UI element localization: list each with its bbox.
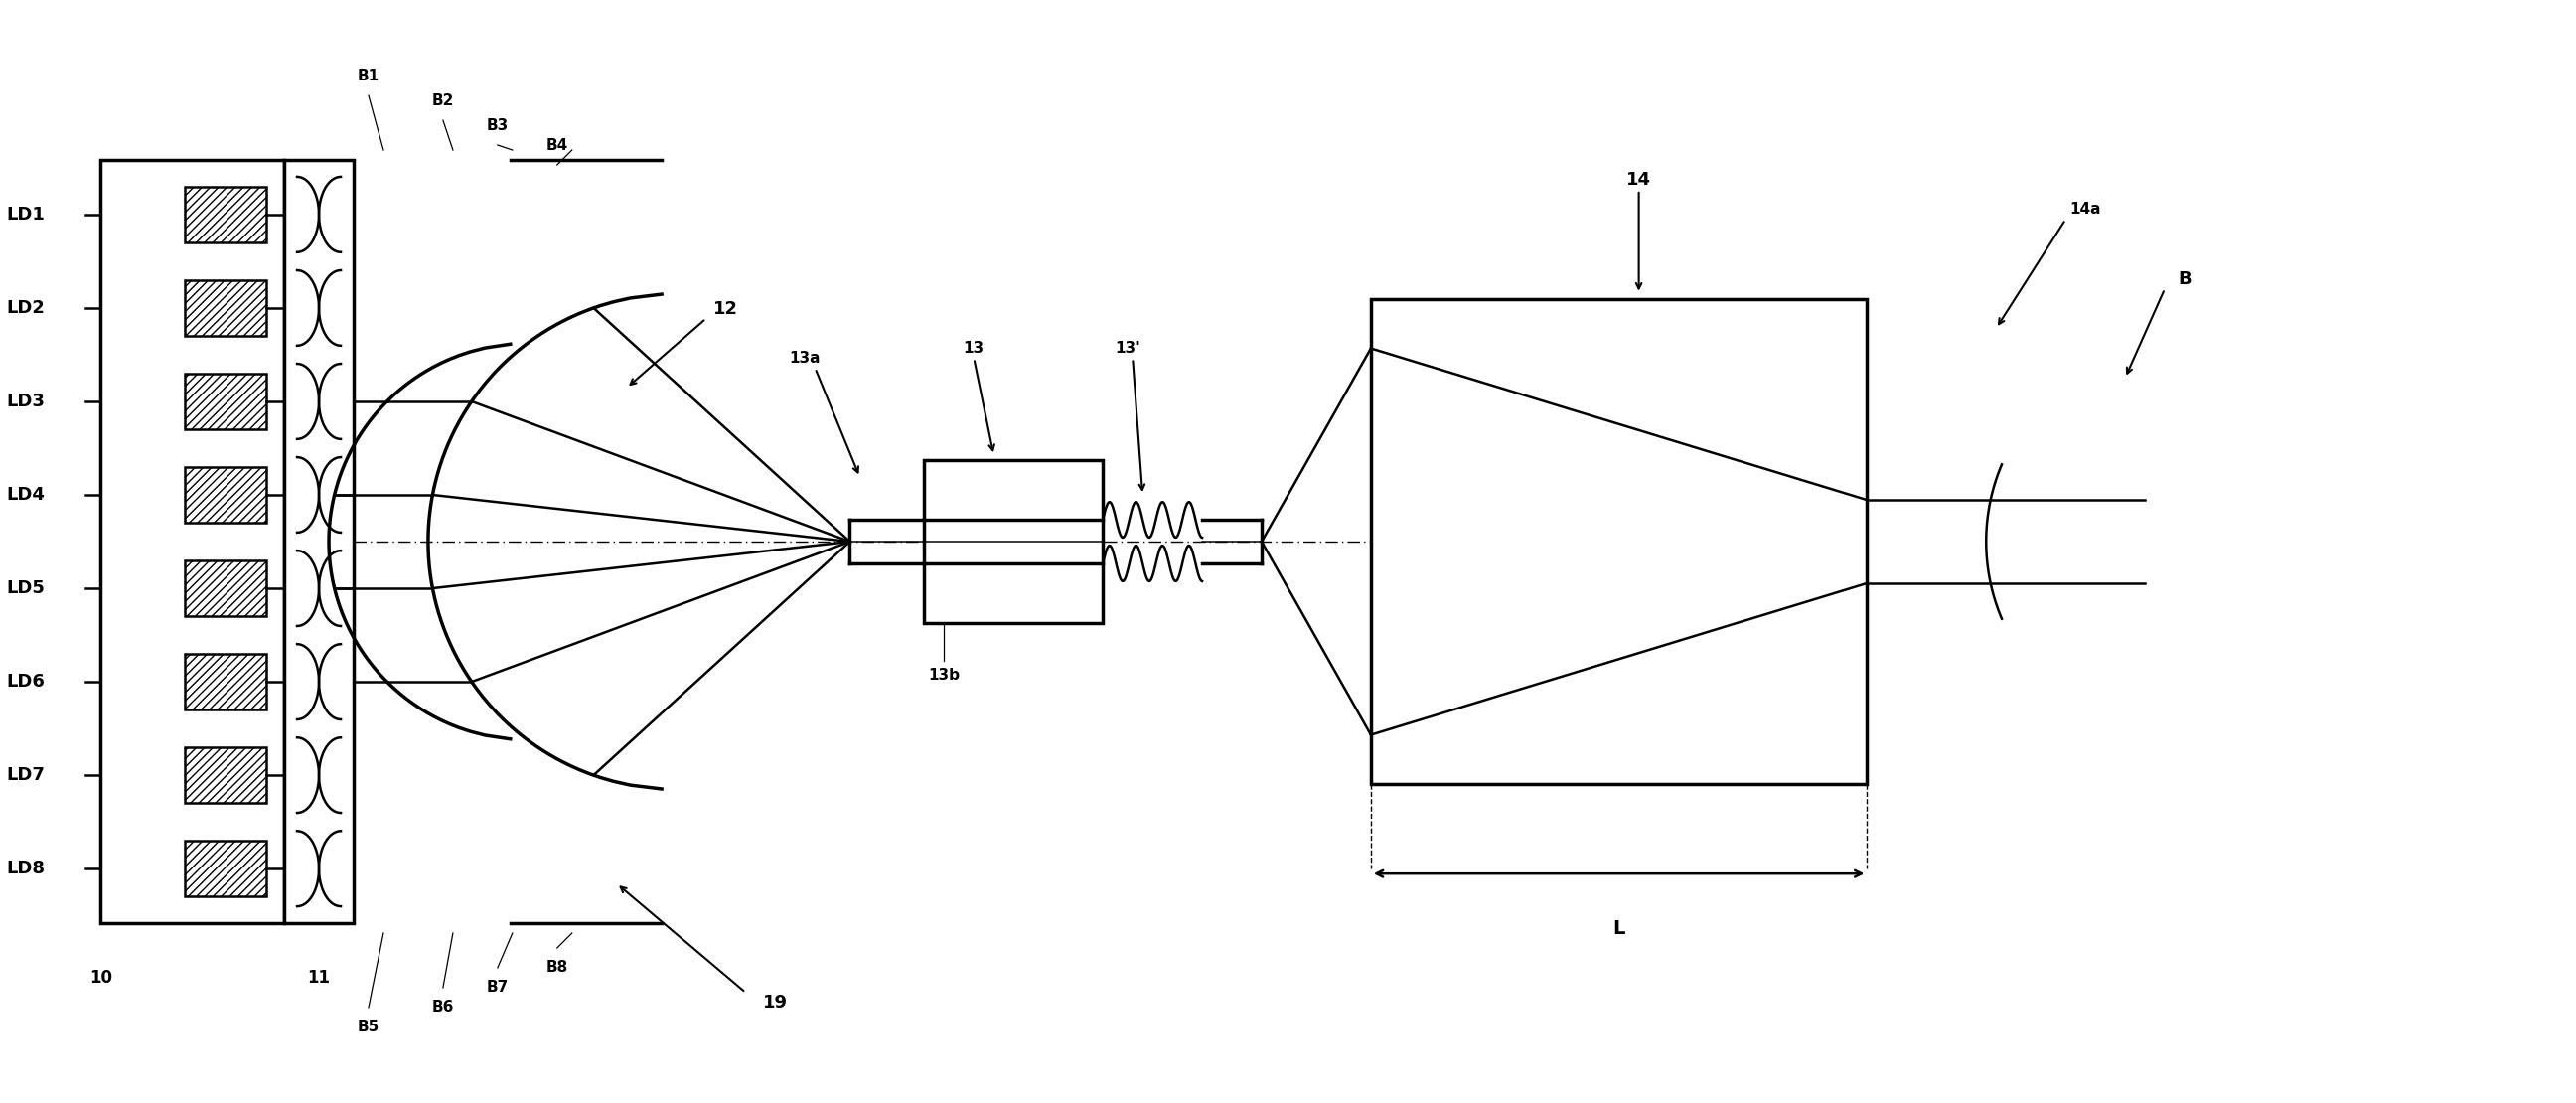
Text: 10: 10 xyxy=(90,968,111,987)
Text: B8: B8 xyxy=(546,961,569,975)
Text: 14: 14 xyxy=(1625,171,1651,189)
Text: LD6: LD6 xyxy=(5,673,44,690)
Text: B2: B2 xyxy=(433,93,453,108)
Text: LD1: LD1 xyxy=(5,205,44,224)
Text: 11: 11 xyxy=(307,968,330,987)
Bar xyxy=(1370,299,1868,784)
Bar xyxy=(100,160,283,923)
Text: B1: B1 xyxy=(358,68,379,83)
Text: LD2: LD2 xyxy=(5,299,44,317)
Text: L: L xyxy=(1613,919,1625,938)
Text: 13: 13 xyxy=(963,341,984,356)
Text: LD8: LD8 xyxy=(5,859,46,878)
Text: 12: 12 xyxy=(714,300,739,318)
Text: B4: B4 xyxy=(546,138,569,152)
Bar xyxy=(185,374,265,429)
Bar xyxy=(185,748,265,803)
Bar xyxy=(185,840,265,897)
Bar xyxy=(185,560,265,617)
Text: 19: 19 xyxy=(762,994,788,1011)
Bar xyxy=(185,186,265,243)
Text: B3: B3 xyxy=(487,118,507,132)
Text: LD5: LD5 xyxy=(5,579,44,597)
Text: LD7: LD7 xyxy=(5,767,44,784)
Text: B: B xyxy=(2177,270,2192,288)
Bar xyxy=(925,460,1103,623)
Bar xyxy=(185,280,265,335)
Bar xyxy=(185,654,265,709)
Text: 14a: 14a xyxy=(2069,202,2102,217)
Text: 13': 13' xyxy=(1115,341,1141,356)
Text: 13a: 13a xyxy=(791,351,822,366)
Text: B6: B6 xyxy=(433,1000,453,1015)
Bar xyxy=(283,160,353,923)
Bar xyxy=(185,467,265,523)
Text: B5: B5 xyxy=(358,1020,379,1035)
Text: LD3: LD3 xyxy=(5,393,44,410)
Text: LD4: LD4 xyxy=(5,486,44,504)
Text: 13b: 13b xyxy=(927,668,961,683)
Text: B7: B7 xyxy=(487,981,507,995)
